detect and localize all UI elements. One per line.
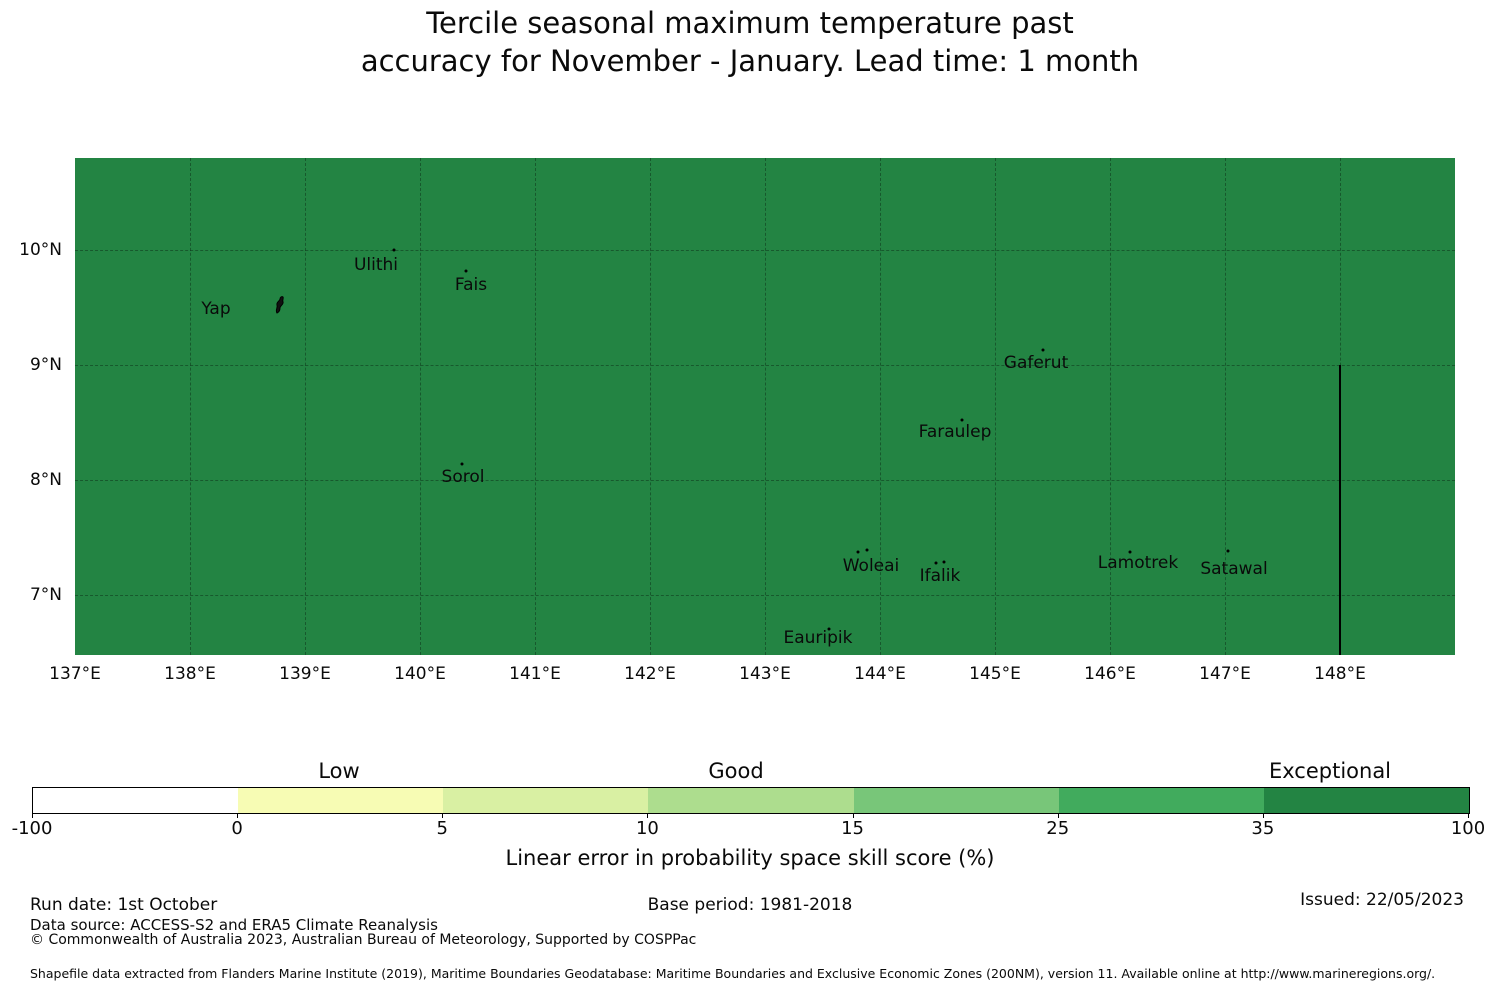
island-marker-dot (865, 548, 869, 552)
colorbar-tick-mark (1057, 813, 1059, 818)
island-label-sorol: Sorol (441, 467, 485, 487)
longitude-gridline (420, 158, 421, 655)
colorbar-tick-mark (647, 813, 649, 818)
longitude-gridline (535, 158, 536, 655)
island-marker-dot (827, 627, 831, 631)
island-label-satawal: Satawal (1200, 559, 1268, 579)
island-label-eauripik: Eauripik (783, 628, 853, 648)
colorbar-segment (648, 788, 854, 813)
figure-title-line1: Tercile seasonal maximum temperature pas… (426, 6, 1074, 40)
island-label-faraulep: Faraulep (918, 422, 992, 442)
y-axis-tick-label: 8°N (29, 470, 62, 490)
colorbar-tick-label: 10 (635, 818, 659, 839)
island-label-yap: Yap (201, 299, 231, 319)
longitude-gridline (650, 158, 651, 655)
figure-title-line2: accuracy for November - January. Lead ti… (360, 44, 1140, 78)
island-label-lamotrek: Lamotrek (1097, 553, 1179, 573)
x-axis-tick-label: 139°E (279, 664, 331, 684)
island-marker-dot (856, 550, 860, 554)
x-axis-tick-label: 142°E (624, 664, 676, 684)
latitude-gridline (75, 595, 1455, 596)
x-axis-tick-label: 145°E (969, 664, 1021, 684)
longitude-gridline (765, 158, 766, 655)
colorbar-tick-label: 15 (841, 818, 865, 839)
y-axis-tick-label: 9°N (29, 355, 62, 375)
latitude-gridline (75, 250, 1455, 251)
colorbar (32, 787, 1470, 814)
longitude-gridline (190, 158, 191, 655)
copyright-text: © Commonwealth of Australia 2023, Austra… (30, 932, 697, 948)
island-label-gaferut: Gaferut (1003, 353, 1069, 373)
island-marker-dot (392, 248, 396, 252)
colorbar-tick-mark (442, 813, 444, 818)
x-axis-tick-label: 146°E (1084, 664, 1136, 684)
base-period-text: Base period: 1981-2018 (647, 895, 853, 915)
island-marker-dot (960, 418, 964, 422)
yap-island-outline (275, 296, 284, 314)
x-axis-tick-label: 147°E (1199, 664, 1251, 684)
y-axis-tick-label: 10°N (19, 240, 62, 260)
colorbar-class-label-exceptional: Exceptional (1268, 759, 1392, 783)
longitude-gridline (995, 158, 996, 655)
island-marker-dot (1041, 348, 1045, 352)
colorbar-segment (1058, 788, 1264, 813)
eez-boundary-line (1339, 365, 1341, 655)
colorbar-segment (853, 788, 1059, 813)
x-axis-tick-label: 148°E (1314, 664, 1366, 684)
island-marker-dot (460, 462, 464, 466)
island-marker-dot (934, 561, 938, 565)
colorbar-tick-mark (852, 813, 854, 818)
longitude-gridline (305, 158, 306, 655)
island-label-fais: Fais (454, 275, 488, 295)
y-axis-tick-label: 7°N (29, 585, 62, 605)
colorbar-class-label-low: Low (318, 759, 360, 783)
island-marker-dot (1226, 549, 1230, 553)
colorbar-tick-label: 100 (1450, 818, 1486, 839)
x-axis-tick-label: 144°E (854, 664, 906, 684)
x-axis-tick-label: 141°E (509, 664, 561, 684)
colorbar-tick-label: 0 (231, 818, 243, 839)
colorbar-tick-label: 35 (1251, 818, 1275, 839)
colorbar-tick-mark (237, 813, 239, 818)
x-axis-tick-label: 143°E (739, 664, 791, 684)
colorbar-tick-mark (1468, 813, 1469, 818)
island-label-woleai: Woleai (842, 556, 900, 576)
x-axis-tick-label: 140°E (394, 664, 446, 684)
longitude-gridline (1225, 158, 1226, 655)
colorbar-segment (1263, 788, 1469, 813)
island-label-ifalik: Ifalik (919, 566, 961, 586)
x-axis-tick-label: 138°E (164, 664, 216, 684)
colorbar-segment (238, 788, 444, 813)
island-marker-dot (1128, 550, 1132, 554)
run-date-text: Run date: 1st October (30, 895, 218, 915)
longitude-gridline (1110, 158, 1111, 655)
colorbar-tick-label: -100 (11, 818, 53, 839)
colorbar-segment (443, 788, 649, 813)
x-axis-tick-label: 137°E (49, 664, 101, 684)
issued-date-text: Issued: 22/05/2023 (1300, 890, 1464, 910)
longitude-gridline (880, 158, 881, 655)
colorbar-tick-mark (32, 813, 33, 818)
colorbar-tick-label: 5 (436, 818, 449, 839)
colorbar-class-label-good: Good (708, 759, 764, 783)
colorbar-segment (33, 788, 239, 813)
colorbar-caption: Linear error in probability space skill … (505, 846, 995, 870)
island-marker-dot (464, 269, 468, 273)
island-marker-dot (942, 560, 946, 564)
data-source-text: Data source: ACCESS-S2 and ERA5 Climate … (30, 916, 438, 934)
shapefile-attribution-text: Shapefile data extracted from Flanders M… (30, 966, 1436, 981)
colorbar-tick-mark (1262, 813, 1264, 818)
map-area (75, 158, 1455, 655)
colorbar-tick-label: 25 (1046, 818, 1070, 839)
latitude-gridline (75, 365, 1455, 366)
island-label-ulithi: Ulithi (353, 255, 399, 275)
latitude-gridline (75, 480, 1455, 481)
